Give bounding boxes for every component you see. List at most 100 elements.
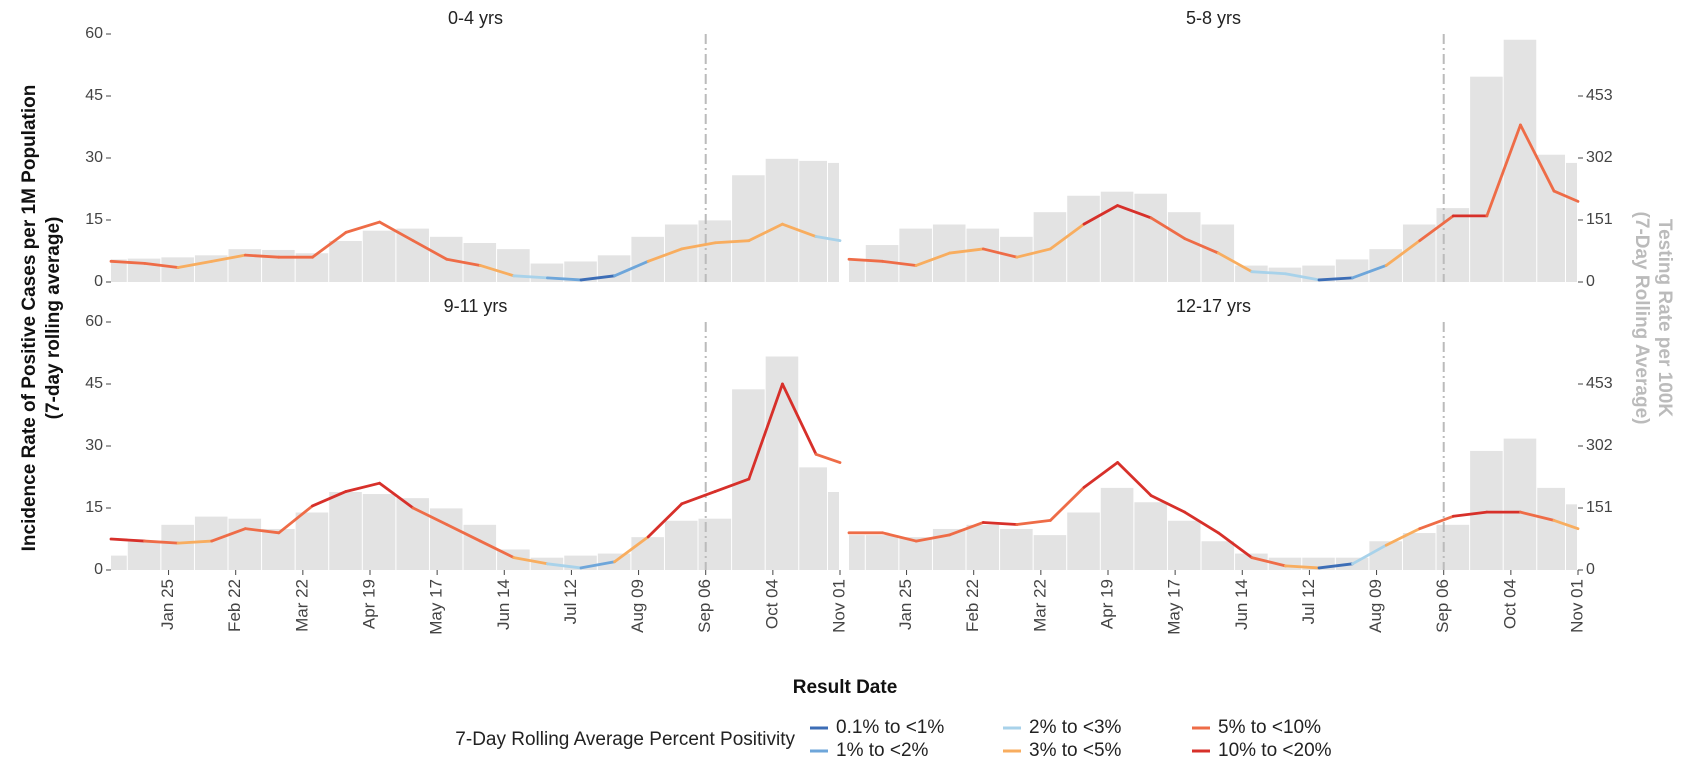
line-segment [176,259,214,269]
line-segment [1116,461,1153,498]
x-tick-label: Apr 19 [1097,579,1116,629]
test-bar [362,230,396,282]
panel-title: 5-8 yrs [1186,8,1241,28]
line-segment [814,235,842,243]
line-segment [311,230,348,259]
test-bar [564,261,597,282]
line-segment [378,481,415,510]
test-bar [765,158,799,282]
line-segment [613,259,650,278]
line-segment [344,220,381,234]
line-segment [680,490,717,506]
legend-title: 7-Day Rolling Average Percent Positivity [455,729,795,750]
x-tick-label: May 17 [1165,579,1184,635]
line-segment [1284,272,1321,282]
legend-label: 0.1% to <1% [836,717,944,738]
test-bar [1067,512,1100,570]
test-bar [732,175,765,282]
test-bar [1566,504,1577,570]
line-segment [143,539,180,545]
x-tick-label: Jun 14 [1232,579,1251,630]
y-tick-label: 0 [94,273,103,290]
test-bar [1000,236,1033,282]
line-segment [1183,237,1220,255]
line-segment [847,257,884,263]
test-bar [228,518,262,570]
line-segment [546,562,583,570]
line-segment [243,253,281,259]
panel-title: 12-17 yrs [1176,296,1251,316]
test-bar [295,512,329,570]
x-tick-label: Jun 14 [494,579,513,630]
x-tick-label: Feb 22 [225,579,244,632]
line-segment [1015,519,1052,526]
line-segment [1183,510,1220,535]
line-segment [1250,270,1287,276]
line-segment [411,506,449,526]
y-tick-label: 45 [85,375,103,392]
x-tick-label: Nov 01 [829,579,848,633]
test-bar [127,541,161,570]
line-segment [1049,222,1086,251]
y2-tick-label: 302 [1586,149,1613,166]
test-bar [396,228,429,282]
test-bar [111,555,127,570]
line-segment [546,276,583,282]
test-bar [1134,502,1167,570]
y2-axis-label: Testing Rate per 100K [1654,219,1675,417]
test-bar [396,498,429,570]
test-bar [111,259,127,282]
line-segment [243,527,281,535]
x-tick-label: Oct 04 [762,579,781,629]
test-bar [1235,553,1268,570]
test-bar [262,249,295,282]
test-bar [1167,520,1201,570]
line-segment [579,274,616,282]
test-bar [161,257,194,282]
test-bar [664,520,698,570]
line-segment [747,382,784,481]
x-tick-label: Jan 25 [158,579,177,630]
legend-label: 2% to <3% [1029,717,1122,738]
y2-axis-label: (7-Day Rolling Average) [1631,212,1652,425]
line-segment [445,523,482,543]
legend-label: 5% to <10% [1218,717,1321,738]
line-segment [109,537,146,543]
test-bar [828,491,839,570]
test-bar [849,535,865,570]
legend-label: 3% to <5% [1029,740,1122,760]
line-segment [512,274,549,280]
test-bar [1503,39,1537,282]
y-tick-label: 15 [85,499,103,516]
line-segment [176,539,214,545]
test-bar [1503,438,1537,570]
test-bar [1000,528,1033,570]
line-segment [411,239,449,261]
test-bar [1100,487,1134,570]
line-segment [311,490,348,508]
x-tick-label: Mar 22 [1030,579,1049,632]
x-tick-label: Feb 22 [963,579,982,632]
test-bar [698,220,732,282]
legend-label: 10% to <20% [1218,740,1332,760]
test-bar [1134,193,1167,282]
x-tick-label: Nov 01 [1567,579,1586,633]
test-bar [1470,450,1503,570]
test-bar [698,518,732,570]
panel-title: 9-11 yrs [444,296,508,316]
x-tick-label: Aug 09 [1366,579,1385,633]
line-segment [1082,204,1119,226]
x-tick-label: Sep 06 [695,579,714,633]
line-segment [948,247,985,255]
x-tick-label: Apr 19 [359,579,378,629]
line-segment [914,251,952,267]
y-tick-label: 30 [85,149,103,166]
y-tick-label: 0 [94,561,103,578]
line-segment [1015,247,1052,259]
test-bar [1201,541,1235,570]
test-bar [161,524,194,570]
test-bar [966,228,1000,282]
line-segment [277,504,314,535]
line-segment [1552,189,1580,203]
